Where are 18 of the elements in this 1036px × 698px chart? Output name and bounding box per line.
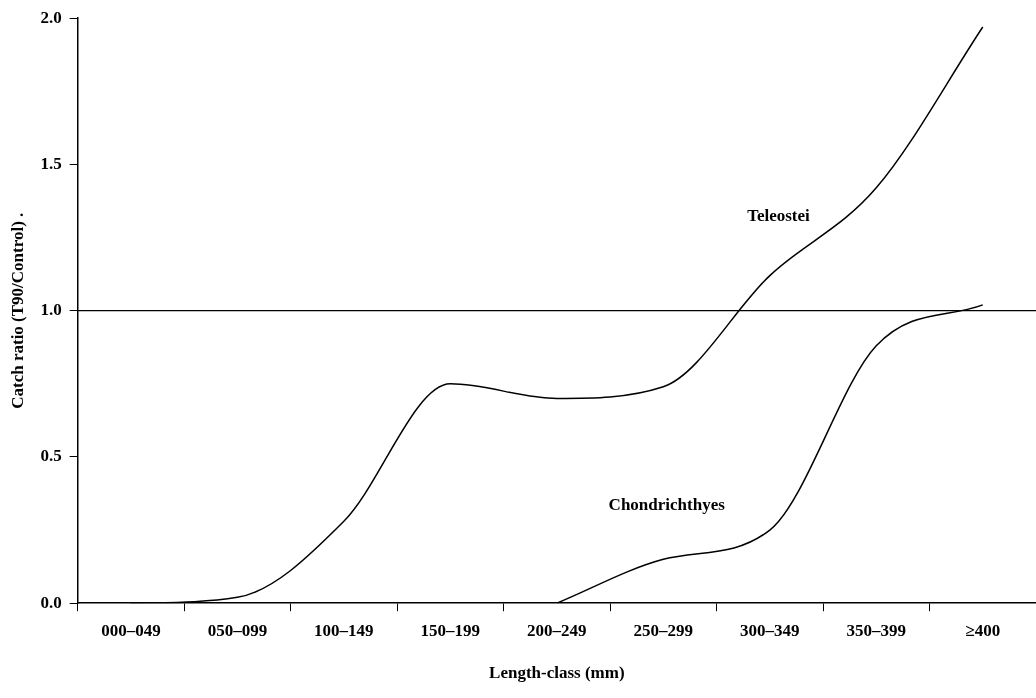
- x-tick-label: 000–049: [101, 620, 161, 640]
- x-tick-label: ≥400: [965, 620, 1001, 640]
- y-axis-title: Catch ratio (T90/Control) .: [7, 212, 27, 409]
- x-tick-label: 100–149: [314, 620, 374, 640]
- y-tick-label: 0.0: [40, 592, 62, 612]
- x-tick-label: 200–249: [527, 620, 587, 640]
- x-tick-label: 050–099: [207, 620, 268, 640]
- x-tick-label: 300–349: [740, 620, 800, 640]
- x-axis-title: Length-class (mm): [489, 663, 625, 683]
- y-tick-label: 1.0: [40, 300, 62, 320]
- x-tick-label: 150–199: [420, 620, 481, 640]
- text: Chondrichthyes: [608, 495, 726, 515]
- x-tick-label: 250–299: [633, 620, 694, 640]
- y-tick-label: 2.0: [40, 7, 62, 27]
- y-tick-label: 0.5: [40, 446, 62, 466]
- y-tick-label: 1.5: [40, 153, 62, 173]
- series-label: Teleostei: [747, 205, 811, 225]
- x-tick-label: 350–399: [846, 620, 907, 640]
